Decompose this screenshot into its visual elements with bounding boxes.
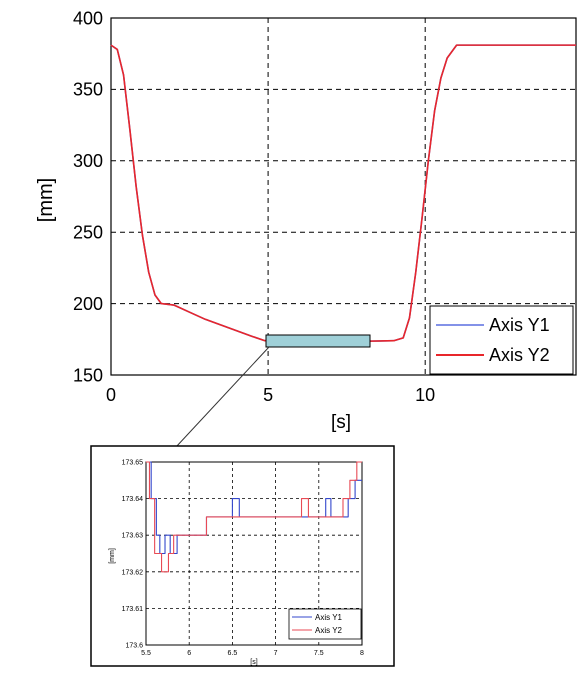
inset-series-group	[146, 461, 362, 573]
y-tick-label-3: 300	[73, 151, 103, 171]
inset-legend-box	[288, 608, 362, 640]
x-tick-label-0: 0	[106, 385, 116, 405]
main-legend-label-y1: Axis Y1	[489, 315, 550, 335]
y-tick-label-3: 173.63	[122, 533, 144, 540]
x-tick-label-1: 5	[263, 385, 273, 405]
main-grid	[111, 18, 576, 375]
inset-y-ticks: 173.6 173.61 173.62 173.63 173.64 173.65	[122, 459, 144, 649]
inset-legend-label-y2: Axis Y2	[315, 626, 343, 635]
main-legend-box	[429, 305, 574, 375]
x-tick-label-3: 7	[274, 650, 278, 657]
main-chart: 150 200 250 300 350 400 0 5 10 [mm] [s] Axis Y1…	[35, 8, 577, 448]
y-tick-label-1: 200	[73, 294, 103, 314]
x-tick-label-0: 5.5	[141, 650, 151, 657]
y-tick-label-2: 173.62	[122, 569, 144, 576]
inset-legend: Axis Y1 Axis Y2	[288, 608, 362, 640]
main-x-axis-label: [s]	[331, 412, 351, 433]
main-x-ticks: 0 5 10	[106, 385, 435, 405]
inset-x-axis-label: [s]	[250, 659, 257, 666]
main-y-ticks: 150 200 250 300 350 400	[73, 8, 103, 385]
x-tick-label-4: 7.5	[314, 650, 324, 657]
main-y-axis-label: [mm]	[35, 178, 57, 222]
inset-legend-label-y1: Axis Y1	[315, 613, 343, 622]
inset-chart: 173.6 173.61 173.62 173.63 173.64 173.65 5.5 6…	[90, 445, 395, 667]
main-legend: Axis Y1 Axis Y2	[429, 305, 574, 375]
x-tick-label-1: 6	[187, 650, 191, 657]
inset-y-axis-label: [mm]	[109, 548, 116, 564]
y-tick-label-5: 173.65	[122, 459, 144, 466]
inset-x-ticks: 5.5 6 6.5 7 7.5 8	[141, 650, 364, 657]
zoom-region-box	[265, 334, 371, 348]
y-tick-label-5: 400	[73, 8, 103, 28]
y-tick-label-4: 173.64	[122, 496, 144, 503]
x-tick-label-2: 6.5	[228, 650, 238, 657]
y-tick-label-1: 173.61	[122, 606, 144, 613]
series-line-2	[146, 461, 362, 573]
y-tick-label-0: 173.6	[125, 642, 143, 649]
zoom-connector-line	[175, 346, 270, 448]
x-tick-label-2: 10	[415, 385, 435, 405]
main-legend-label-y2: Axis Y2	[489, 345, 550, 365]
y-tick-label-0: 150	[73, 365, 103, 385]
y-tick-label-4: 350	[73, 80, 103, 100]
y-tick-label-2: 250	[73, 223, 103, 243]
x-tick-label-5: 8	[360, 650, 364, 657]
